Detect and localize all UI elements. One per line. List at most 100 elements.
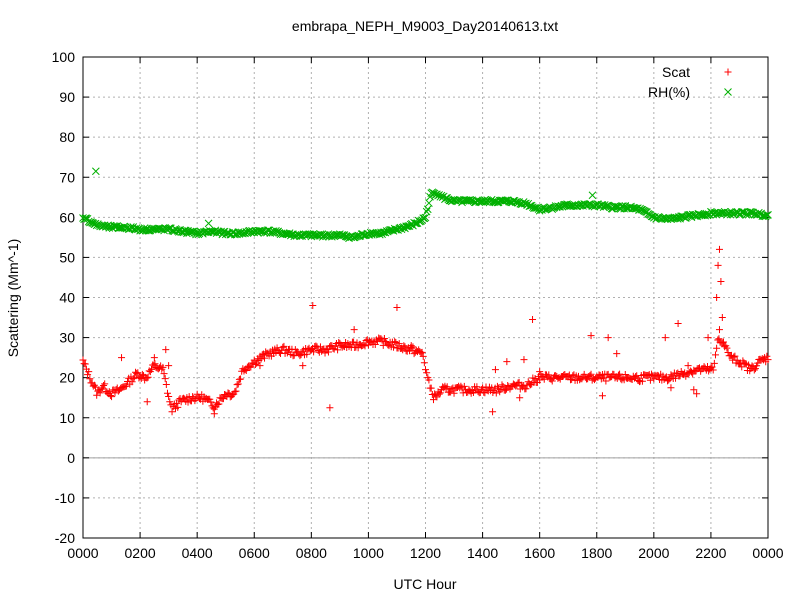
legend-label: Scat: [662, 64, 690, 80]
scat-point: [242, 367, 250, 375]
scat-point: [207, 398, 215, 406]
scat-point: [339, 342, 347, 350]
scat-point: [733, 356, 741, 364]
scat-series: [79, 334, 772, 416]
scat-point: [400, 342, 408, 350]
scat-point: [129, 375, 137, 383]
scat-point: [96, 389, 104, 397]
scat-point: [602, 377, 610, 385]
y-tick-label: 20: [59, 370, 75, 386]
scat-point: [233, 381, 241, 389]
scat-point: [133, 369, 141, 377]
scat-point: [423, 369, 431, 377]
scat-point: [165, 393, 173, 401]
scat-point: [489, 408, 497, 416]
scat-point: [215, 400, 223, 408]
x-tick-label: 1000: [353, 545, 384, 561]
scat-point: [101, 380, 109, 388]
scat-point: [97, 385, 105, 393]
rh-point: [91, 167, 100, 176]
scat-point: [261, 354, 269, 362]
rh-point: [419, 214, 428, 222]
scat-point: [122, 382, 130, 390]
scat-point: [247, 363, 255, 371]
rh-point: [619, 202, 627, 210]
scat-point: [548, 377, 556, 385]
scat-point: [764, 356, 772, 364]
scat-point: [503, 358, 511, 366]
scat-point: [436, 389, 444, 397]
rh-point: [195, 229, 204, 238]
scat-point: [632, 373, 640, 381]
scat-point: [598, 392, 606, 400]
scat-point: [442, 384, 450, 392]
y-tick-label: 100: [52, 49, 76, 65]
scat-point: [108, 393, 116, 401]
x-tick-label: 1800: [581, 545, 612, 561]
scat-point: [751, 365, 759, 373]
scat-point: [134, 369, 142, 377]
rh-point: [718, 208, 727, 217]
rh-point: [117, 223, 126, 232]
scat-point: [256, 362, 264, 370]
scat-point: [587, 370, 595, 378]
y-tick-label: 0: [67, 450, 75, 466]
scat-point: [150, 354, 158, 362]
scat-point: [401, 343, 409, 351]
scat-point: [128, 378, 136, 386]
legend-marker: [724, 68, 732, 76]
rh-point: [745, 208, 754, 216]
rh-point: [532, 204, 541, 212]
scat-point: [636, 378, 644, 386]
rh-point: [423, 205, 432, 214]
rh-point: [530, 204, 538, 212]
x-tick-label: 0400: [182, 545, 213, 561]
rh-point: [425, 199, 433, 207]
scat-point: [409, 343, 417, 351]
rh-point: [140, 224, 149, 232]
rh-point: [421, 213, 430, 222]
scat-point: [100, 381, 108, 389]
x-tick-label: 0800: [296, 545, 327, 561]
scat-point: [144, 373, 152, 381]
scat-point: [719, 338, 727, 346]
scat-point: [330, 345, 338, 353]
scat-point: [151, 360, 159, 368]
scat-point: [648, 370, 656, 378]
scat-point: [723, 344, 731, 352]
rh-outliers: [91, 167, 597, 228]
scat-point: [614, 371, 622, 379]
x-tick-label: 0000: [67, 545, 98, 561]
scat-point: [745, 361, 753, 369]
scat-point: [708, 363, 716, 371]
x-tick-label: 2200: [695, 545, 726, 561]
scat-point: [715, 335, 723, 343]
scat-point: [324, 348, 332, 356]
scat-point: [392, 338, 400, 346]
scat-point: [473, 383, 481, 391]
scat-point: [713, 344, 721, 352]
rh-point: [105, 224, 114, 232]
data-series: [79, 167, 772, 418]
scat-point: [460, 382, 468, 390]
scat-point: [435, 390, 443, 398]
scat-point: [105, 388, 113, 396]
scat-point: [604, 334, 612, 342]
rh-point: [265, 226, 273, 235]
scat-point: [193, 390, 201, 398]
scat-point: [667, 384, 675, 392]
scat-point: [86, 375, 94, 383]
scat-point: [545, 371, 553, 379]
x-tick-label: 0200: [125, 545, 156, 561]
scat-point: [160, 370, 168, 378]
scat-point: [710, 359, 718, 367]
scat-point: [143, 374, 151, 382]
rh-point: [520, 199, 529, 208]
scat-point: [718, 339, 726, 347]
chart-title: embrapa_NEPH_M9003_Day20140613.txt: [292, 18, 558, 34]
y-tick-label: 40: [59, 290, 75, 306]
scat-point: [520, 356, 528, 364]
scat-point: [738, 363, 746, 371]
